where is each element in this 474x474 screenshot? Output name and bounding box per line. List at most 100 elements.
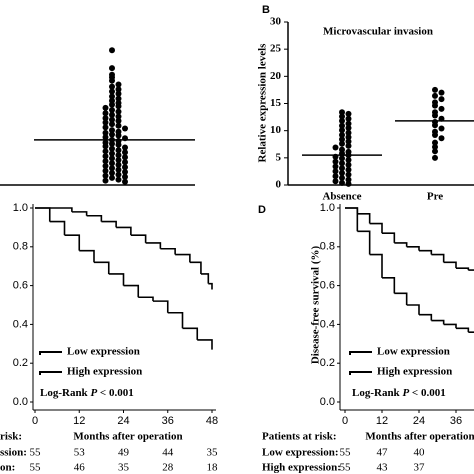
- survival-step: [71, 211, 88, 216]
- risk-value: 53: [74, 447, 86, 459]
- risk-value: 55: [30, 462, 42, 474]
- survival-step: [79, 249, 95, 263]
- survival-step: [369, 222, 383, 234]
- y-tick-label: 5: [276, 151, 282, 163]
- dot: [115, 108, 122, 115]
- y-tick-label: 20: [270, 70, 282, 82]
- dot: [432, 154, 438, 161]
- dot: [345, 166, 352, 173]
- dot: [339, 174, 345, 181]
- survival-step: [160, 247, 176, 255]
- survival-step: [138, 296, 154, 302]
- dot: [109, 88, 115, 95]
- dot: [109, 145, 115, 152]
- dot: [339, 113, 345, 120]
- risk-title: risk:: [0, 431, 22, 443]
- dot: [115, 141, 122, 148]
- annotation-part: P: [402, 387, 409, 399]
- dot: [438, 125, 445, 132]
- risk-value: 40: [414, 447, 426, 459]
- survival-step: [182, 327, 199, 340]
- survival-step: [468, 331, 474, 333]
- dot: [102, 115, 109, 122]
- dot: [332, 163, 339, 170]
- dot: [438, 96, 445, 103]
- y-tick-label: 0.4: [320, 318, 335, 330]
- survival-step: [167, 311, 184, 329]
- survival-step: [394, 242, 408, 247]
- x-tick-label: 0: [32, 415, 38, 427]
- survival-step: [86, 214, 103, 222]
- dot: [102, 172, 109, 179]
- dot: [115, 122, 122, 129]
- dot: [109, 107, 115, 114]
- dot: [432, 143, 438, 150]
- x-tick-label: 24: [117, 415, 129, 427]
- survival-step: [456, 267, 470, 271]
- risk-row-label: on:: [0, 462, 15, 474]
- legend-label: High expression: [67, 366, 142, 378]
- panel-label: D: [258, 204, 266, 216]
- dot: [345, 161, 352, 168]
- risk-value: 28: [162, 462, 174, 474]
- risk-value: 43: [377, 462, 389, 474]
- y-tick-label: 30: [270, 16, 282, 28]
- dot: [109, 101, 115, 108]
- survival-step: [468, 269, 474, 271]
- survival-step: [431, 253, 445, 263]
- dot: [345, 176, 352, 183]
- survival-step: [116, 226, 132, 236]
- dot: [345, 171, 352, 178]
- dot: [102, 129, 109, 136]
- dot: [339, 179, 345, 186]
- y-tick-label: 0.0: [13, 396, 28, 408]
- x-tick-label: 0: [342, 415, 348, 427]
- survival-step: [419, 313, 433, 321]
- dot: [332, 158, 339, 165]
- dot: [102, 104, 109, 111]
- dot: [438, 135, 445, 142]
- y-tick-label: 1.0: [320, 202, 335, 214]
- dot: [438, 105, 445, 112]
- risk-row-label: Low expression:: [262, 447, 339, 459]
- risk-value: 46: [74, 462, 86, 474]
- survival-step: [456, 327, 470, 333]
- y-tick-label: 0.4: [13, 318, 28, 330]
- dot: [109, 174, 115, 181]
- risk-value: 49: [118, 447, 130, 459]
- legend-swatch: [39, 371, 62, 375]
- dot: [339, 117, 345, 124]
- dot: [115, 113, 122, 120]
- dot: [339, 109, 345, 116]
- annotation: Log-Rank P < 0.001: [40, 387, 134, 399]
- dot: [345, 115, 352, 122]
- risk-value: 44: [162, 447, 174, 459]
- dot: [339, 165, 345, 172]
- risk-value: 37: [414, 462, 426, 474]
- survival-step: [431, 319, 445, 325]
- dot: [109, 83, 115, 90]
- annotation-part: Log-Rank: [352, 387, 402, 399]
- dot: [115, 161, 122, 168]
- y-tick-label: 0.8: [320, 241, 335, 253]
- dot: [339, 127, 345, 134]
- x-axis-label: Months after operation: [73, 431, 182, 443]
- dot: [345, 142, 352, 149]
- dot: [109, 160, 115, 167]
- dot: [102, 158, 109, 165]
- legend-label: Low expression: [377, 346, 450, 358]
- dot: [332, 144, 339, 151]
- legend-swatch: [39, 351, 62, 355]
- dot: [339, 160, 345, 167]
- dot: [109, 127, 115, 134]
- survival-step: [123, 284, 140, 298]
- dot: [109, 116, 115, 123]
- legend-label: High expression: [377, 366, 452, 378]
- dot: [109, 47, 115, 54]
- dot: [109, 165, 115, 172]
- dot: [109, 111, 115, 118]
- survival-step: [108, 273, 125, 286]
- dot: [115, 152, 122, 159]
- dot: [109, 140, 115, 147]
- dot: [115, 147, 122, 154]
